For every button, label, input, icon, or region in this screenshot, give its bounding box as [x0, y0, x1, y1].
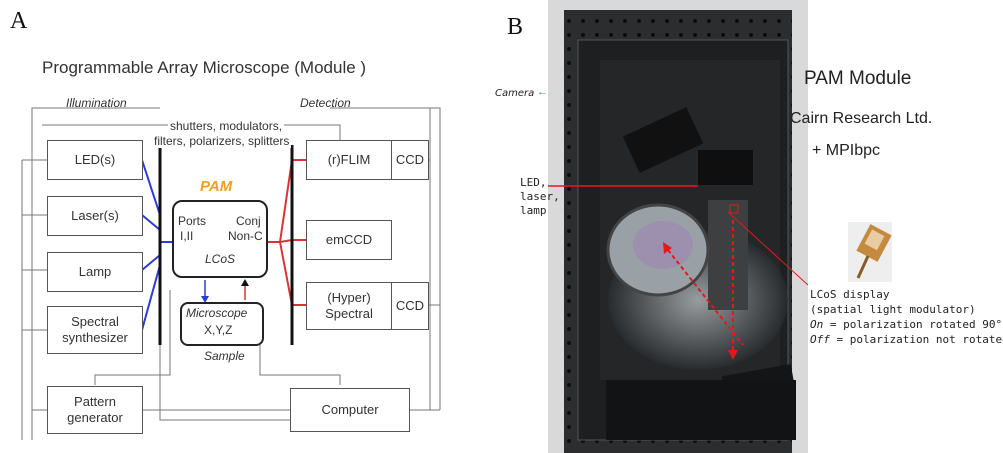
spectral-synth-box: Spectral synthesizer	[47, 306, 143, 354]
microscope-box	[180, 302, 264, 346]
diagram-lines	[21, 107, 441, 440]
laser-label: Laser(s)	[71, 208, 119, 223]
lcos-off-line: Off = polarization not rotated	[810, 333, 1003, 346]
lcos-off-rest: = polarization not rotated	[836, 333, 1003, 346]
flim-label: (r)FLIM	[327, 152, 371, 167]
computer-box: Computer	[290, 388, 410, 432]
lcos-chip-image	[848, 222, 892, 282]
ccd1-box: CCD	[391, 140, 429, 180]
microscope-axes: X,Y,Z	[204, 323, 233, 337]
panel-b-letter: B	[507, 14, 524, 40]
sample-label: Sample	[204, 349, 245, 363]
source-line1: LED,	[520, 176, 547, 189]
pam-conj-line2: Non-C	[228, 229, 263, 243]
ccd2-box: CCD	[391, 282, 429, 330]
source-line3: lamp	[520, 204, 547, 217]
photo-title: PAM Module	[804, 68, 912, 89]
pam-title: PAM	[200, 178, 233, 195]
emccd-label: emCCD	[325, 232, 373, 247]
pam-lcos: LCoS	[205, 252, 236, 266]
hyper-line1: (Hyper)	[327, 290, 371, 305]
flim-box: (r)FLIM	[306, 140, 392, 180]
components-note-line1: shutters, modulators,	[168, 119, 285, 133]
pam-ports-line2: I,II	[180, 229, 194, 243]
spectral-synth-line1: Spectral	[71, 314, 119, 329]
pattern-line2: generator	[67, 410, 123, 425]
led-label: LED(s)	[74, 152, 116, 167]
led-box: LED(s)	[47, 140, 143, 180]
hyper-spectral-box: (Hyper) Spectral	[306, 282, 392, 330]
pam-box	[172, 200, 268, 278]
lcos-on-word: On	[810, 318, 824, 331]
computer-label: Computer	[321, 402, 379, 417]
microscope-title: Microscope	[186, 306, 248, 320]
camera-label: Camera	[495, 88, 535, 99]
camera-arrow-icon: ←	[537, 86, 548, 98]
spectral-synth-line2: synthesizer	[62, 330, 128, 345]
laser-box: Laser(s)	[47, 196, 143, 236]
source-line2: laser,	[520, 190, 560, 203]
hyper-line2: Spectral	[325, 306, 373, 321]
photo-partner: + MPIbpc	[812, 142, 881, 159]
illumination-label: Illumination	[66, 96, 127, 110]
diagram-title: Programmable Array Microscope (Module )	[42, 58, 367, 77]
panel-a-letter: A	[10, 8, 28, 34]
detection-label: Detection	[300, 96, 351, 110]
lamp-box: Lamp	[47, 252, 143, 292]
pam-conj-line1: Conj	[236, 214, 261, 228]
led-beam	[141, 159, 161, 216]
lcos-line2: (spatial light modulator)	[810, 303, 976, 316]
pam-module-photo	[548, 0, 808, 453]
lcos-line1: LCoS display	[810, 288, 890, 301]
ccd2-label: CCD	[395, 298, 425, 313]
emccd-box: emCCD	[306, 220, 392, 260]
pattern-generator-box: Pattern generator	[47, 386, 143, 434]
lcos-off-word: Off	[810, 333, 830, 346]
lcos-on-rest: = polarization rotated 90°	[829, 318, 1003, 331]
photo-company: Cairn Research Ltd.	[790, 110, 933, 127]
ccd1-label: CCD	[395, 152, 425, 167]
pam-ports-line1: Ports	[178, 214, 207, 228]
pattern-line1: Pattern	[74, 394, 116, 409]
components-note-line2: filters, polarizers, splitters	[152, 134, 292, 148]
lcos-on-line: On = polarization rotated 90°	[810, 318, 1002, 331]
lamp-label: Lamp	[78, 264, 112, 279]
